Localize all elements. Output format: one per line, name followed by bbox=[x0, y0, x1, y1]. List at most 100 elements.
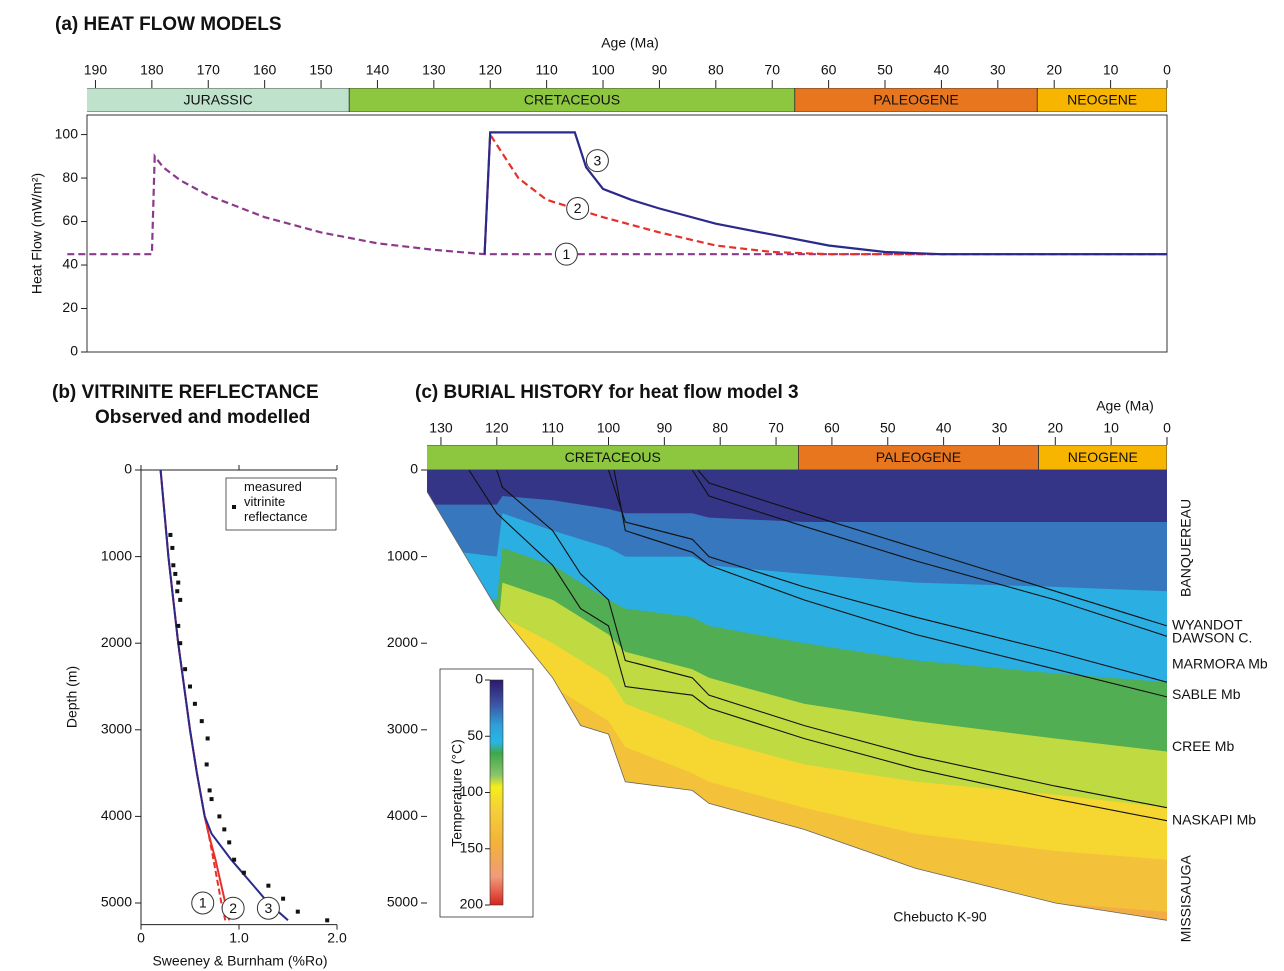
y-tick-label: 40 bbox=[62, 256, 78, 272]
y-axis-label: Depth (m) bbox=[64, 666, 80, 728]
x-axis-label: Age (Ma) bbox=[1096, 398, 1154, 414]
series-line bbox=[161, 470, 226, 920]
chart-title: (a) HEAT FLOW MODELS bbox=[55, 14, 282, 35]
x-tick-label: 170 bbox=[197, 62, 221, 78]
formation-label: CREE Mb bbox=[1172, 738, 1234, 754]
formation-label: BANQUEREAU bbox=[1178, 499, 1194, 597]
y-tick-label: 0 bbox=[124, 461, 132, 477]
x-tick-label: 100 bbox=[597, 420, 621, 436]
formation-label: NASKAPI Mb bbox=[1172, 811, 1256, 827]
colorbar-tick-label: 50 bbox=[467, 727, 483, 743]
x-tick-label: 180 bbox=[140, 62, 164, 78]
y-tick-label: 1000 bbox=[387, 547, 418, 563]
measured-point bbox=[242, 871, 246, 875]
series-label: 1 bbox=[199, 895, 207, 911]
measured-point bbox=[168, 533, 172, 537]
y-axis-label: Heat Flow (mW/m²) bbox=[29, 173, 45, 294]
y-tick-label: 5000 bbox=[387, 894, 418, 910]
measured-point bbox=[173, 572, 177, 576]
axis-line bbox=[141, 470, 337, 925]
annotation: Chebucto K-90 bbox=[893, 909, 987, 925]
legend-marker bbox=[232, 505, 236, 509]
x-tick-label: 70 bbox=[764, 62, 780, 78]
chart: (a) HEAT FLOW MODELS Age (Ma) Heat Flow (m… bbox=[0, 0, 1284, 971]
x-tick-label: 110 bbox=[535, 62, 558, 78]
x-tick-label: 150 bbox=[309, 62, 333, 78]
x-tick-label: 80 bbox=[712, 420, 728, 436]
series-label: 3 bbox=[265, 900, 273, 916]
series-label: 2 bbox=[229, 900, 237, 916]
measured-point bbox=[171, 563, 175, 567]
series-label: 3 bbox=[593, 152, 601, 168]
measured-point bbox=[208, 788, 212, 792]
y-tick-label: 5000 bbox=[101, 894, 132, 910]
y-tick-label: 60 bbox=[62, 212, 78, 228]
measured-point bbox=[325, 918, 329, 922]
x-tick-label: 160 bbox=[253, 62, 277, 78]
colorbar bbox=[490, 680, 503, 905]
formation-label: SABLE Mb bbox=[1172, 686, 1241, 702]
x-tick-label: 0 bbox=[137, 929, 145, 945]
series-line bbox=[485, 132, 1167, 254]
measured-point bbox=[232, 858, 236, 862]
series-label: 2 bbox=[574, 200, 582, 216]
measured-point bbox=[170, 546, 174, 550]
measured-point bbox=[205, 762, 209, 766]
colorbar-tick-label: 0 bbox=[475, 671, 483, 687]
legend-label: measured vitrinite reflectance bbox=[244, 479, 336, 524]
y-tick-label: 1000 bbox=[101, 547, 132, 563]
x-tick-label: 140 bbox=[366, 62, 390, 78]
period-label: NEOGENE bbox=[1068, 449, 1138, 465]
colorbar-tick-label: 200 bbox=[460, 896, 484, 912]
x-tick-label: 20 bbox=[1046, 62, 1062, 78]
x-tick-label: 50 bbox=[877, 62, 893, 78]
x-tick-label: 2.0 bbox=[327, 929, 347, 945]
formation-label: MARMORA Mb bbox=[1172, 656, 1268, 672]
period-label: CRETACEOUS bbox=[565, 449, 661, 465]
x-tick-label: 190 bbox=[84, 62, 108, 78]
y-tick-label: 80 bbox=[62, 169, 78, 185]
x-tick-label: 90 bbox=[652, 62, 668, 78]
y-tick-label: 4000 bbox=[387, 807, 418, 823]
x-tick-label: 10 bbox=[1103, 62, 1119, 78]
x-tick-label: 0 bbox=[1163, 62, 1171, 78]
y-tick-label: 3000 bbox=[101, 721, 132, 737]
y-tick-label: 3000 bbox=[387, 721, 418, 737]
x-tick-label: 130 bbox=[422, 62, 446, 78]
y-tick-label: 2000 bbox=[101, 634, 132, 650]
x-tick-label: 40 bbox=[936, 420, 952, 436]
measured-point bbox=[175, 589, 179, 593]
series-line bbox=[485, 135, 1167, 255]
chart-subtitle: Observed and modelled bbox=[95, 407, 310, 428]
measured-point bbox=[210, 797, 214, 801]
formation-label: DAWSON C. bbox=[1172, 630, 1252, 646]
x-tick-label: 60 bbox=[821, 62, 837, 78]
measured-point bbox=[188, 685, 192, 689]
period-label: PALEOGENE bbox=[873, 92, 958, 108]
y-tick-label: 2000 bbox=[387, 634, 418, 650]
x-axis-label: Age (Ma) bbox=[601, 35, 659, 51]
measured-point bbox=[200, 719, 204, 723]
x-tick-label: 90 bbox=[657, 420, 673, 436]
x-tick-label: 40 bbox=[934, 62, 950, 78]
x-tick-label: 130 bbox=[429, 420, 453, 436]
x-tick-label: 100 bbox=[591, 62, 615, 78]
measured-point bbox=[222, 827, 226, 831]
y-tick-label: 20 bbox=[62, 299, 78, 315]
y-tick-label: 0 bbox=[410, 461, 418, 477]
x-tick-label: 50 bbox=[880, 420, 896, 436]
chart-title: (b) VITRINITE REFLECTANCE bbox=[52, 382, 319, 403]
x-tick-label: 120 bbox=[479, 62, 503, 78]
x-tick-label: 70 bbox=[768, 420, 784, 436]
period-label: NEOGENE bbox=[1067, 92, 1137, 108]
chart-title: (c) BURIAL HISTORY for heat flow model 3 bbox=[415, 382, 799, 403]
x-tick-label: 60 bbox=[824, 420, 840, 436]
measured-point bbox=[217, 814, 221, 818]
period-label: CRETACEOUS bbox=[524, 92, 620, 108]
measured-point bbox=[266, 884, 270, 888]
series-label: 1 bbox=[562, 246, 570, 262]
x-tick-label: 20 bbox=[1048, 420, 1064, 436]
series-line bbox=[161, 470, 230, 920]
x-tick-label: 1.0 bbox=[229, 929, 249, 945]
y-tick-label: 4000 bbox=[101, 807, 132, 823]
